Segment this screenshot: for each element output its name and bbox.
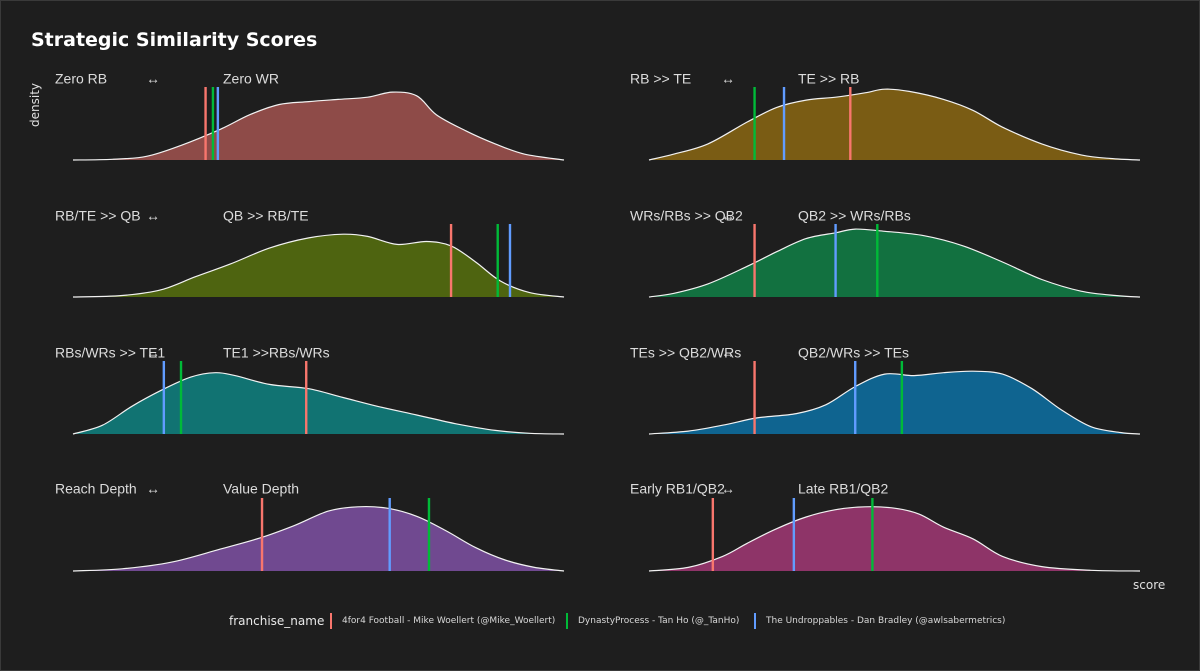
density-panel: RBs/WRs >> TE1↔ TE1 >>RBs/WRs <box>55 345 565 435</box>
panel-left-label: Zero RB <box>55 71 107 87</box>
density-area <box>73 506 564 571</box>
density-panel: Early RB1/QB2↔ Late RB1/QB2 <box>630 481 1141 572</box>
density-panel: WRs/RBs >> QB2↔ QB2 >> WRs/RBs <box>630 208 1141 298</box>
panel-right-label: Late RB1/QB2 <box>798 481 888 497</box>
legend-label-undroppables: The Undroppables - Dan Bradley (@awlsabe… <box>766 616 1006 626</box>
density-area <box>73 92 564 160</box>
legend-label-4for4: 4for4 Football - Mike Woellert (@Mike_Wo… <box>342 616 556 626</box>
density-line <box>648 370 1141 435</box>
density-panel: RB >> TE ↔ TE >> RB <box>630 71 1141 161</box>
panel-right-label: TE >> RB <box>798 71 859 87</box>
panel-arrow: ↔ <box>146 208 160 224</box>
panel-right-label: TE1 >>RBs/WRs <box>223 345 330 361</box>
density-line <box>72 372 565 435</box>
legend-label-dynastyprocess: DynastyProcess - Tan Ho (@_TanHo) <box>578 616 740 626</box>
legend-key-undroppables <box>754 613 756 629</box>
panel-arrow: ↔ <box>721 71 735 87</box>
panel-arrow: ↔ <box>146 71 160 87</box>
panel-arrow: ↔ <box>721 208 735 224</box>
density-area <box>649 371 1140 434</box>
density-area <box>649 229 1140 297</box>
density-area <box>73 372 564 434</box>
plot-area: Zero RB ↔ Zero WR RB >> TE ↔ TE >> RB RB/TE >>… <box>55 71 1141 572</box>
panel-left-label: RBs/WRs >> TE1 <box>55 345 165 361</box>
panel-right-label: QB >> RB/TE <box>223 208 309 224</box>
density-area <box>73 234 564 297</box>
density-line <box>648 228 1141 298</box>
panel-left-label: Early RB1/QB2 <box>630 481 725 497</box>
chart-title: Strategic Similarity Scores <box>31 29 318 51</box>
density-area <box>649 89 1140 160</box>
panel-left-label: RB >> TE <box>630 71 691 87</box>
panel-left-label: WRs/RBs >> QB2 <box>630 208 743 224</box>
legend-key-4for4 <box>330 613 332 629</box>
density-panel: RB/TE >> QB ↔ QB >> RB/TE <box>55 208 565 298</box>
density-area <box>649 506 1140 571</box>
legend-title: franchise_name <box>229 614 325 628</box>
panel-left-label: Reach Depth <box>55 481 137 497</box>
panel-left-label: RB/TE >> QB <box>55 208 141 224</box>
panel-left-label: TEs >> QB2/WRs <box>630 345 741 361</box>
panel-right-label: QB2 >> WRs/RBs <box>798 208 911 224</box>
panel-right-label: Value Depth <box>223 481 299 497</box>
density-panel: TEs >> QB2/WRs↔ QB2/WRs >> TEs <box>630 345 1141 435</box>
panel-right-label: Zero WR <box>223 71 279 87</box>
panel-right-label: QB2/WRs >> TEs <box>798 345 909 361</box>
density-line <box>648 506 1141 572</box>
legend: franchise_name 4for4 Football - Mike Woe… <box>0 612 1200 632</box>
density-line <box>648 88 1141 161</box>
panel-arrow: ↔ <box>146 345 160 361</box>
panel-arrow: ↔ <box>146 481 160 497</box>
density-line <box>72 505 565 572</box>
legend-key-dynastyprocess <box>566 613 568 629</box>
panel-arrow: ↔ <box>721 345 735 361</box>
panel-arrow: ↔ <box>721 481 735 497</box>
density-panel: Zero RB ↔ Zero WR <box>55 71 565 161</box>
density-line <box>72 233 565 298</box>
x-axis-label: score <box>1133 578 1166 592</box>
density-panel: Reach Depth ↔ Value Depth <box>55 481 565 572</box>
density-line <box>72 91 565 161</box>
